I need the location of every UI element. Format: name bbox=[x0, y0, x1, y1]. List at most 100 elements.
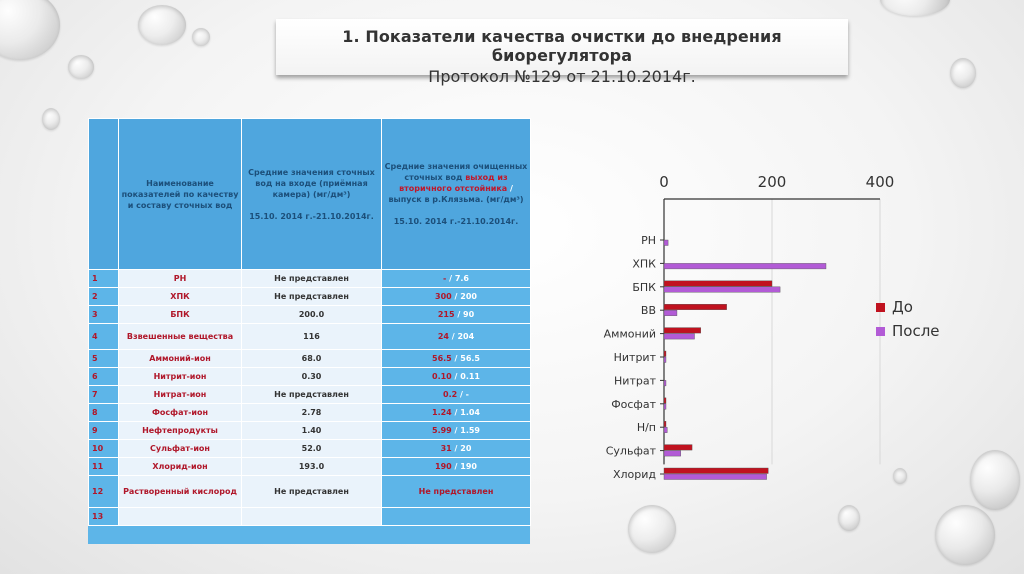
x-tick-label: 0 bbox=[659, 173, 669, 191]
legend-swatch-after bbox=[876, 326, 885, 336]
row-output-value: 215 / 90 bbox=[381, 305, 531, 324]
row-parameter-name: Нитрит-ион bbox=[118, 367, 242, 386]
row-input-value: 52.0 bbox=[241, 439, 382, 458]
row-number: 5 bbox=[88, 349, 119, 368]
slide-subtitle: Протокол №129 от 21.10.2014г. bbox=[428, 67, 696, 86]
table-header-row: Наименование показателей по качеству и с… bbox=[88, 118, 531, 270]
table-row: 9 Нефтепродукты 1.40 5.99 / 1.59 bbox=[88, 421, 531, 440]
output-before: 0.2 bbox=[443, 390, 458, 399]
output-after: 1.59 bbox=[460, 426, 480, 435]
table-row: 3 БПК 200.0 215 / 90 bbox=[88, 305, 531, 324]
table-row: 7 Нитрат-ион Не представлен 0.2 / - bbox=[88, 385, 531, 404]
output-separator: / bbox=[451, 354, 461, 363]
row-output-value: 56.5 / 56.5 bbox=[381, 349, 531, 368]
output-before: 1.24 bbox=[432, 408, 452, 417]
legend-swatch-before bbox=[876, 302, 885, 312]
row-number: 6 bbox=[88, 367, 119, 386]
bar-after bbox=[663, 239, 669, 246]
bar-before bbox=[663, 303, 727, 310]
row-number: 13 bbox=[88, 507, 119, 526]
bar-after bbox=[663, 286, 781, 293]
output-before: - bbox=[443, 274, 447, 283]
output-before: 31 bbox=[440, 444, 452, 453]
header-name: Наименование показателей по качеству и с… bbox=[118, 118, 242, 270]
row-parameter-name: ХПК bbox=[118, 287, 242, 306]
bar-after bbox=[663, 263, 827, 270]
output-separator: / bbox=[451, 426, 461, 435]
bar-before bbox=[663, 327, 701, 334]
category-label: Аммоний bbox=[604, 328, 656, 341]
output-before: 190 bbox=[435, 462, 452, 471]
row-parameter-name: Нитрат-ион bbox=[118, 385, 242, 404]
row-parameter-name: Нефтепродукты bbox=[118, 421, 242, 440]
row-parameter-name: Взвешенные вещества bbox=[118, 323, 242, 350]
row-output-value: 0.10 / 0.11 bbox=[381, 367, 531, 386]
legend-item-after: После bbox=[876, 322, 940, 340]
output-separator: / bbox=[451, 408, 461, 417]
water-drop-decoration bbox=[838, 505, 860, 531]
bar-after bbox=[663, 427, 668, 433]
row-parameter-name bbox=[118, 507, 242, 526]
bar-chart: 0 200 400 РН ХПК БПК ВВ Аммоний Нитрит Нитрат Фосф… bbox=[604, 173, 895, 481]
water-drop-decoration bbox=[893, 468, 907, 484]
row-input-value: 1.40 bbox=[241, 421, 382, 440]
bar-after bbox=[663, 403, 667, 410]
header-output-text: Средние значения очищенных сточных вод bbox=[384, 162, 528, 182]
header-input-text: Средние значения сточных вод на входе (п… bbox=[248, 167, 375, 199]
row-number: 8 bbox=[88, 403, 119, 422]
category-label: БПК bbox=[632, 281, 656, 294]
water-drop-decoration bbox=[138, 5, 186, 45]
row-input-value: 2.78 bbox=[241, 403, 382, 422]
header-output-red: выход из вторичного отстойника bbox=[399, 173, 508, 193]
bar-before bbox=[663, 350, 667, 357]
output-separator: / bbox=[451, 462, 461, 471]
row-output-value: 190 / 190 bbox=[381, 457, 531, 476]
row-input-value: Не представлен bbox=[241, 385, 382, 404]
category-label: ВВ bbox=[641, 304, 656, 317]
category-label: Н/п bbox=[637, 421, 656, 434]
legend-label-after: После bbox=[892, 322, 940, 340]
bar-before bbox=[663, 397, 667, 404]
row-input-value: 193.0 bbox=[241, 457, 382, 476]
output-before: 0.10 bbox=[432, 372, 452, 381]
row-input-value: 200.0 bbox=[241, 305, 382, 324]
output-before: 5.99 bbox=[432, 426, 452, 435]
row-number: 12 bbox=[88, 475, 119, 508]
water-drop-decoration bbox=[628, 505, 676, 553]
row-parameter-name: РН bbox=[118, 269, 242, 288]
x-tick-label: 200 bbox=[758, 173, 787, 191]
row-number: 7 bbox=[88, 385, 119, 404]
table-row: 10 Сульфат-ион 52.0 31 / 20 bbox=[88, 439, 531, 458]
water-drop-decoration bbox=[192, 28, 210, 46]
bar-after bbox=[663, 473, 767, 480]
row-input-value: 116 bbox=[241, 323, 382, 350]
table-row: 1 РН Не представлен - / 7.6 bbox=[88, 269, 531, 288]
output-after: 20 bbox=[460, 444, 472, 453]
header-input-period: 15.10. 2014 г.-21.10.2014г. bbox=[249, 211, 374, 221]
bar-before bbox=[663, 467, 769, 474]
table-row: 4 Взвешенные вещества 116 24 / 204 bbox=[88, 323, 531, 350]
output-after: 204 bbox=[457, 332, 475, 341]
row-number: 9 bbox=[88, 421, 119, 440]
output-before: 300 bbox=[435, 292, 452, 301]
row-number: 4 bbox=[88, 323, 119, 350]
output-single: Не представлен bbox=[418, 487, 494, 496]
water-drop-decoration bbox=[42, 108, 60, 130]
row-parameter-name: Фосфат-ион bbox=[118, 403, 242, 422]
table-row: 5 Аммоний-ион 68.0 56.5 / 56.5 bbox=[88, 349, 531, 368]
table-row: 6 Нитрит-ион 0.30 0.10 / 0.11 bbox=[88, 367, 531, 386]
output-separator: / bbox=[454, 310, 464, 319]
chart-legend: До После bbox=[876, 298, 940, 346]
header-num-cell bbox=[88, 118, 119, 270]
row-number: 3 bbox=[88, 305, 119, 324]
row-number: 11 bbox=[88, 457, 119, 476]
row-output-value: 31 / 20 bbox=[381, 439, 531, 458]
bar-after bbox=[663, 333, 695, 340]
category-label: Нитрат bbox=[614, 374, 657, 387]
water-drop-decoration bbox=[950, 58, 976, 88]
bar-after bbox=[663, 309, 678, 316]
row-parameter-name: Сульфат-ион bbox=[118, 439, 242, 458]
x-tick-label: 400 bbox=[866, 173, 895, 191]
output-separator: / bbox=[451, 444, 461, 453]
category-label: Фосфат bbox=[611, 398, 656, 411]
